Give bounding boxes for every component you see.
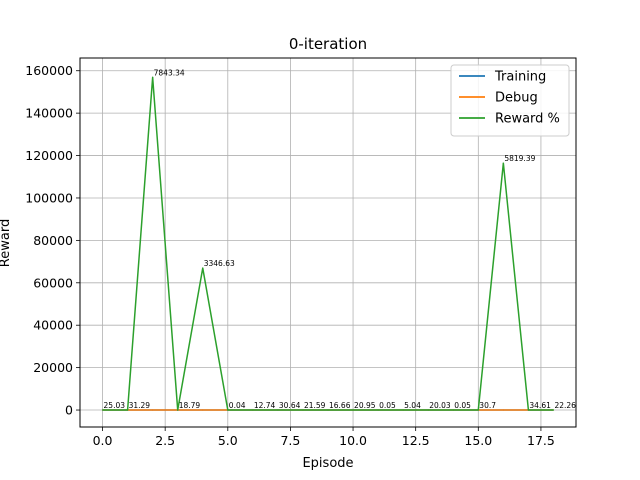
- data-point: [552, 409, 555, 411]
- x-tick-label: 0.0: [93, 433, 113, 448]
- plot-frame: [79, 57, 577, 428]
- data-point: [101, 409, 104, 411]
- data-point: [202, 267, 204, 269]
- data-point: [327, 409, 329, 411]
- data-point: [377, 409, 379, 411]
- data-point: [227, 409, 229, 411]
- y-tick-label: 60000: [33, 275, 73, 290]
- data-label: 20.95: [354, 401, 376, 410]
- series-lines: [101, 76, 555, 411]
- data-point: [452, 409, 454, 411]
- data-point: [126, 409, 129, 411]
- x-tick-label: 10.0: [339, 433, 367, 448]
- data-point: [502, 409, 504, 411]
- data-label: 0.05: [454, 401, 471, 410]
- legend-label: Training: [494, 70, 546, 85]
- data-point: [427, 409, 429, 411]
- data-label: 3346.63: [204, 259, 235, 268]
- data-point: [277, 409, 279, 411]
- x-tick-label: 12.5: [402, 433, 430, 448]
- x-tick-label: 7.5: [280, 433, 300, 448]
- x-tick-label: 17.5: [527, 433, 555, 448]
- axis-ticks: 0.0 2.5 5.0 7.5 10.0 12.5 15.0 17.5 0 20000 40000 6…: [25, 63, 555, 448]
- data-label: 20.03: [429, 401, 451, 410]
- data-point: [202, 409, 204, 411]
- x-tick-label: 2.5: [155, 433, 175, 448]
- x-tick-label: 15.0: [464, 433, 492, 448]
- data-point: [152, 76, 154, 78]
- data-point: [502, 162, 504, 164]
- data-point: [252, 409, 254, 411]
- data-label: 7843.34: [154, 68, 185, 77]
- data-label: 5819.39: [504, 154, 535, 163]
- data-point: [177, 409, 179, 411]
- y-tick-label: 160000: [25, 63, 73, 78]
- data-label: 30.7: [479, 401, 496, 410]
- legend: Training Debug Reward %: [450, 64, 570, 137]
- data-point: [527, 409, 530, 411]
- data-label: 34.61: [529, 401, 551, 410]
- data-label: 12.74: [254, 401, 276, 410]
- data-point: [477, 409, 479, 411]
- data-label: 31.29: [129, 401, 151, 410]
- data-label: 25.03: [104, 401, 126, 410]
- y-tick-label: 140000: [25, 106, 73, 121]
- y-tick-label: 40000: [33, 318, 73, 333]
- y-tick-label: 0: [65, 403, 73, 418]
- x-axis-title: Episode: [302, 456, 353, 471]
- chart-title: 0-iteration: [289, 35, 367, 53]
- legend-label: Debug: [495, 91, 538, 106]
- data-label: 0.04: [229, 401, 246, 410]
- y-tick-label: 80000: [33, 233, 73, 248]
- y-tick-label: 120000: [25, 148, 73, 163]
- data-point: [402, 409, 404, 411]
- data-label: 21.59: [304, 401, 326, 410]
- y-axis-title: Reward: [0, 219, 13, 267]
- data-label: 30.64: [279, 401, 301, 410]
- data-label: 22.26: [554, 401, 576, 410]
- data-point: [352, 409, 354, 411]
- data-point: [302, 409, 304, 411]
- data-label: 0.05: [379, 401, 396, 410]
- legend-label: Reward %: [495, 112, 560, 127]
- y-tick-label: 100000: [25, 190, 73, 205]
- data-label: 18.79: [179, 401, 201, 410]
- data-label: 16.66: [329, 401, 351, 410]
- x-tick-label: 5.0: [218, 433, 238, 448]
- data-point: [152, 409, 154, 411]
- data-label: 5.04: [404, 401, 421, 410]
- y-tick-label: 20000: [33, 360, 73, 375]
